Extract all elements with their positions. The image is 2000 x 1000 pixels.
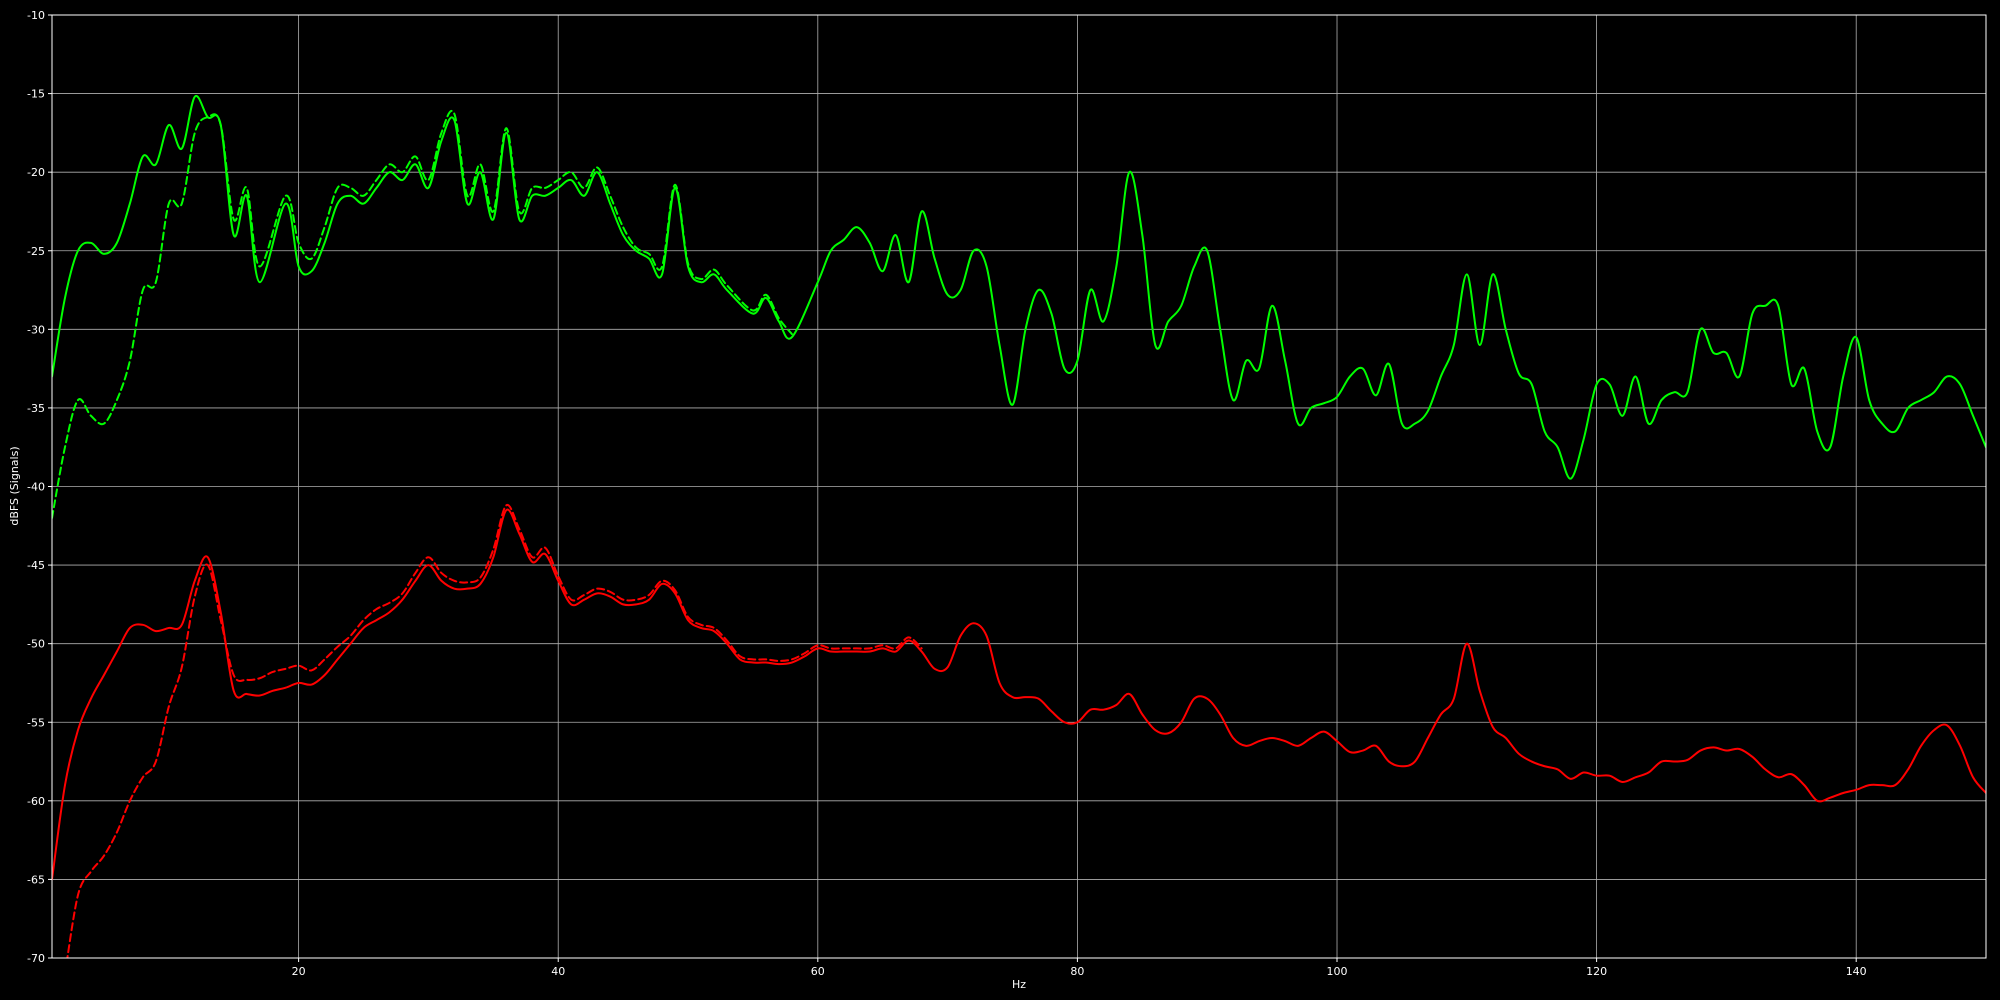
y-tick-label: -35 <box>27 402 45 415</box>
series-line-green-dashed <box>52 109 793 519</box>
x-tick-label: 40 <box>551 965 565 978</box>
y-tick-label: -60 <box>27 795 45 808</box>
y-tick-label: -40 <box>27 481 45 494</box>
grid <box>52 14 1986 959</box>
y-tick-label: -15 <box>27 88 45 101</box>
x-tick-label: 140 <box>1846 965 1867 978</box>
y-tick-label: -10 <box>27 9 45 22</box>
y-axis-label: dBFS (Signals) <box>8 446 21 525</box>
x-tick-label: 100 <box>1327 965 1348 978</box>
x-tick-label: 80 <box>1070 965 1084 978</box>
y-tick-label: -50 <box>27 638 45 651</box>
y-tick-label: -45 <box>27 559 45 572</box>
y-tick-label: -65 <box>27 873 45 886</box>
y-tick-label: -25 <box>27 245 45 258</box>
series-line-green-solid <box>52 94 1986 480</box>
x-axis-label: Hz <box>1012 978 1026 991</box>
y-tick-label: -70 <box>27 952 45 965</box>
y-tick-label: -20 <box>27 166 45 179</box>
series-line-red-solid <box>52 508 1986 881</box>
series-layer <box>52 94 1986 958</box>
y-tick-label: -30 <box>27 323 45 336</box>
x-tick-label: 120 <box>1586 965 1607 978</box>
y-tick-label: -55 <box>27 716 45 729</box>
series-line-red-dashed <box>66 504 923 958</box>
tick-labels: 20 40 60 80 100 120 140 -10 -15 -20 -25 -30 -35 -40 -4… <box>27 9 1867 978</box>
x-tick-label: 60 <box>811 965 825 978</box>
x-tick-label: 20 <box>292 965 306 978</box>
